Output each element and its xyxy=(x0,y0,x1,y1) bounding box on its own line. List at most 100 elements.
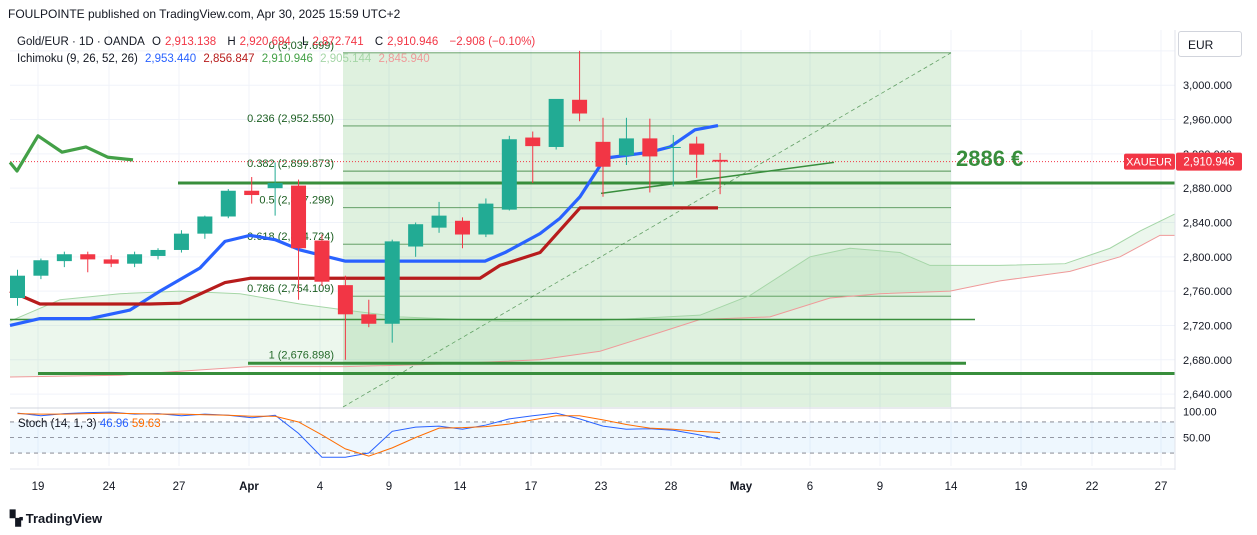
candle-body xyxy=(103,259,119,264)
candle[interactable] xyxy=(244,177,260,204)
level-annotation-2886: 2886 € xyxy=(956,146,1023,171)
candle[interactable] xyxy=(80,251,96,273)
time-tick-label: May xyxy=(730,481,753,493)
symbol-label[interactable]: Gold/EUR · 1D · OANDA xyxy=(17,36,145,48)
time-tick-label: 14 xyxy=(454,481,467,493)
price-badge xyxy=(1176,152,1242,171)
candle-body xyxy=(712,159,728,162)
trend-line xyxy=(600,161,835,195)
candle[interactable] xyxy=(712,152,728,195)
candle[interactable] xyxy=(361,299,377,328)
candle-body xyxy=(478,203,494,235)
candle[interactable] xyxy=(665,134,681,187)
candle[interactable] xyxy=(103,255,119,268)
candle[interactable] xyxy=(173,230,189,253)
tradingview-logo[interactable]: ▚▪ TradingView xyxy=(10,510,102,527)
candle-body xyxy=(173,233,189,250)
tenkan-value: 2,953.440 xyxy=(145,53,197,65)
candle[interactable] xyxy=(337,275,353,360)
stoch-k-line xyxy=(17,411,721,458)
cloud-fill xyxy=(10,213,1175,377)
legend: Gold/EUR · 1D · OANDA O 2,913.138 H 2,920.… xyxy=(17,34,539,68)
symbol-badge-text: XAUEUR xyxy=(1126,157,1172,169)
price-badge-text: 2,910.946 xyxy=(1183,157,1234,169)
candle-body xyxy=(80,254,96,260)
price-tick-label: 2,760.000 xyxy=(1183,286,1232,298)
candle[interactable] xyxy=(291,179,307,300)
candle[interactable] xyxy=(478,198,494,238)
low-label: L xyxy=(302,36,309,48)
candle[interactable] xyxy=(220,189,236,219)
candle[interactable] xyxy=(431,201,447,233)
candle-body xyxy=(337,285,353,315)
time-tick-label: 23 xyxy=(595,481,608,493)
fib-level-label: 1 (2,676.898) xyxy=(269,349,334,361)
candle[interactable] xyxy=(197,215,213,239)
stoch-k-value: 46.96 xyxy=(100,418,132,430)
stoch-legend: Stoch (14, 1, 3) 46.96 59.63 xyxy=(18,418,161,430)
senkou-a-value: 2,905.144 xyxy=(320,53,372,65)
candle[interactable] xyxy=(127,251,143,268)
candle-body xyxy=(127,254,143,264)
candle[interactable] xyxy=(384,239,400,343)
ichimoku-row: Ichimoku (9, 26, 52, 26) 2,953.440 2,856… xyxy=(17,51,539,68)
time-tick-label: 9 xyxy=(877,481,883,493)
ohlc-row: Gold/EUR · 1D · OANDA O 2,913.138 H 2,920.… xyxy=(17,34,539,51)
candle-body xyxy=(595,141,611,167)
candle[interactable] xyxy=(572,50,588,122)
candle[interactable] xyxy=(618,117,634,165)
candle[interactable] xyxy=(408,222,424,257)
candle-body xyxy=(408,224,424,247)
candle[interactable] xyxy=(501,135,517,211)
candle[interactable] xyxy=(525,131,541,184)
candle-body xyxy=(665,146,681,148)
candle-body xyxy=(454,220,470,235)
ichimoku-label[interactable]: Ichimoku (9, 26, 52, 26) xyxy=(17,53,138,65)
price-tick-label: 2,880.000 xyxy=(1183,183,1232,195)
candle[interactable] xyxy=(595,117,611,197)
candle[interactable] xyxy=(56,251,72,268)
candle-body xyxy=(314,240,330,282)
change-value: −2.908 (−0.10%) xyxy=(449,36,536,48)
high-value: 2,920.694 xyxy=(239,36,291,48)
candle[interactable] xyxy=(548,98,564,150)
time-tick-label: 4 xyxy=(317,481,324,493)
tradingview-logo-text: TradingView xyxy=(25,511,103,526)
fib-level-label: 0.236 (2,952.550) xyxy=(247,113,334,125)
time-tick-label: 9 xyxy=(386,481,392,493)
candle-body xyxy=(384,241,400,324)
fib-level-label: 0.786 (2,754.109) xyxy=(247,283,334,295)
candle[interactable] xyxy=(454,217,470,249)
open-label: O xyxy=(152,36,161,48)
candle-body xyxy=(689,143,705,155)
time-tick-label: 6 xyxy=(807,481,813,493)
kijun-value: 2,856.847 xyxy=(203,53,255,65)
chikou-value: 2,910.946 xyxy=(261,53,313,65)
candle[interactable] xyxy=(150,248,166,260)
candle-body xyxy=(431,215,447,228)
stochastic-panel: Stoch (14, 1, 3) 46.96 59.63 xyxy=(10,411,1175,458)
time-tick-label: 27 xyxy=(1155,481,1168,493)
price-tick-label: 2,720.000 xyxy=(1183,320,1232,332)
candle[interactable] xyxy=(10,269,25,306)
currency-selector[interactable]: EUR xyxy=(1178,31,1242,57)
close-value: 2,910.946 xyxy=(387,36,439,48)
candle-body xyxy=(548,98,564,147)
candle[interactable] xyxy=(642,118,658,193)
price-tick-label: 3,000.000 xyxy=(1183,80,1232,92)
candle-body xyxy=(361,314,377,324)
close-label: C xyxy=(374,36,384,48)
candle-body xyxy=(525,137,541,147)
kijun-sen-line xyxy=(9,206,718,306)
time-tick-label: 24 xyxy=(103,481,116,493)
candle-body xyxy=(150,249,166,256)
time-tick-label: 14 xyxy=(945,481,958,493)
candle[interactable] xyxy=(33,258,49,280)
candle[interactable] xyxy=(267,162,283,216)
candle[interactable] xyxy=(689,136,705,178)
time-tick-label: 19 xyxy=(1015,481,1028,493)
horizontal-levels xyxy=(10,161,1175,376)
candle[interactable] xyxy=(314,234,330,286)
time-tick-label: 17 xyxy=(525,481,538,493)
